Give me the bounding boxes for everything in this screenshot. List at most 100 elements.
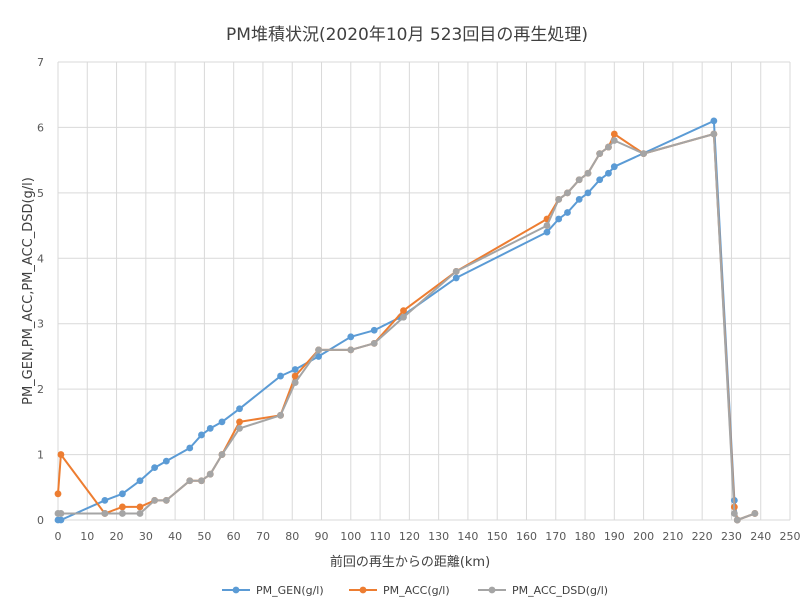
data-point — [400, 307, 407, 315]
y-tick-label: 1 — [37, 449, 44, 462]
data-point — [370, 326, 378, 334]
legend-item: PM_GEN(g/l) — [222, 584, 324, 597]
data-point — [151, 464, 159, 472]
data-point — [54, 490, 62, 498]
data-point — [370, 339, 378, 347]
y-tick-label: 4 — [37, 252, 44, 265]
data-point — [57, 451, 65, 458]
x-tick-label: 220 — [692, 530, 713, 543]
data-point — [315, 353, 322, 360]
data-point — [57, 516, 65, 524]
series-3 — [54, 130, 759, 524]
data-point — [710, 130, 718, 138]
data-point — [291, 372, 299, 380]
x-tick-label: 190 — [604, 530, 625, 543]
legend: PM_GEN(g/l) PM_ACC(g/l) PM_ACC_DSD(g/l) — [222, 584, 608, 597]
y-tick-label: 2 — [37, 383, 44, 396]
x-tick-label: 100 — [340, 530, 361, 543]
data-point — [347, 346, 355, 354]
data-point — [605, 143, 612, 151]
data-point — [277, 372, 284, 380]
data-point — [186, 477, 194, 485]
data-point — [162, 457, 170, 465]
data-point — [610, 137, 618, 144]
x-tick-label: 140 — [457, 530, 478, 543]
x-tick-label: 200 — [633, 530, 654, 543]
legend-marker — [488, 586, 496, 594]
x-tick-label: 160 — [516, 530, 537, 543]
chart-title: PM堆積状況(2020年10月 523回目の再生処理) — [226, 25, 588, 45]
data-point — [564, 189, 571, 197]
x-tick-label: 250 — [780, 530, 801, 543]
data-point — [236, 418, 243, 426]
data-point — [610, 130, 618, 138]
data-point — [575, 176, 583, 184]
data-point — [291, 379, 299, 386]
x-tick-label: 90 — [315, 530, 329, 543]
y-tick-label: 5 — [37, 187, 44, 200]
data-point — [751, 510, 759, 517]
data-point — [400, 313, 407, 321]
data-point — [162, 496, 170, 504]
data-point — [575, 196, 583, 203]
y-tick-label: 0 — [37, 514, 44, 527]
data-point — [596, 176, 604, 184]
data-point — [564, 209, 571, 216]
data-point — [186, 444, 194, 452]
x-tick-label: 80 — [285, 530, 299, 543]
series-layer — [54, 117, 759, 524]
data-point — [136, 503, 144, 511]
legend-marker — [359, 586, 367, 594]
x-tick-label: 20 — [110, 530, 124, 543]
data-point — [555, 215, 563, 223]
legend-item: PM_ACC(g/l) — [349, 584, 450, 597]
data-point — [277, 411, 284, 419]
y-tick-label: 3 — [37, 318, 44, 331]
x-tick-label: 180 — [575, 530, 596, 543]
x-tick-label: 150 — [487, 530, 508, 543]
data-point — [218, 418, 226, 426]
x-tick-label: 70 — [256, 530, 270, 543]
y-axis-ticks: 0 1 2 3 4 5 6 7 — [37, 56, 44, 527]
data-point — [206, 425, 214, 432]
series-1 — [54, 117, 741, 524]
data-point — [236, 405, 243, 413]
data-point — [584, 189, 592, 197]
data-point — [543, 222, 551, 229]
data-point — [452, 274, 460, 282]
data-point — [605, 169, 612, 177]
data-point — [136, 510, 144, 517]
x-tick-label: 60 — [227, 530, 241, 543]
x-axis-title: 前回の再生からの距離(km) — [330, 554, 490, 570]
data-point — [198, 477, 205, 485]
legend-label: PM_ACC(g/l) — [383, 584, 450, 597]
x-tick-label: 10 — [80, 530, 94, 543]
data-point — [543, 228, 551, 236]
x-tick-label: 120 — [399, 530, 420, 543]
y-axis-title: PM_GEN,PM_ACC,PM_ACC_DSD(g/l) — [21, 177, 36, 405]
x-axis-ticks: 0 10 20 30 40 50 60 70 80 90 100 110 120 130 140 150 160… — [55, 530, 801, 543]
legend-label: PM_GEN(g/l) — [256, 584, 324, 597]
x-tick-label: 170 — [545, 530, 566, 543]
data-point — [555, 196, 563, 203]
data-point — [218, 451, 226, 458]
data-point — [119, 490, 126, 498]
y-tick-label: 6 — [37, 121, 44, 134]
legend-item: PM_ACC_DSD(g/l) — [478, 584, 608, 597]
data-point — [57, 510, 65, 517]
data-point — [151, 496, 159, 504]
data-point — [610, 163, 618, 171]
x-tick-label: 0 — [55, 530, 62, 543]
data-point — [291, 366, 299, 373]
x-tick-label: 50 — [197, 530, 211, 543]
data-point — [206, 470, 214, 478]
data-point — [136, 477, 144, 485]
data-point — [347, 333, 355, 341]
legend-label: PM_ACC_DSD(g/l) — [512, 584, 608, 597]
x-tick-label: 210 — [662, 530, 683, 543]
data-point — [198, 431, 205, 439]
x-tick-label: 230 — [721, 530, 742, 543]
data-point — [733, 516, 741, 524]
data-point — [730, 510, 738, 517]
